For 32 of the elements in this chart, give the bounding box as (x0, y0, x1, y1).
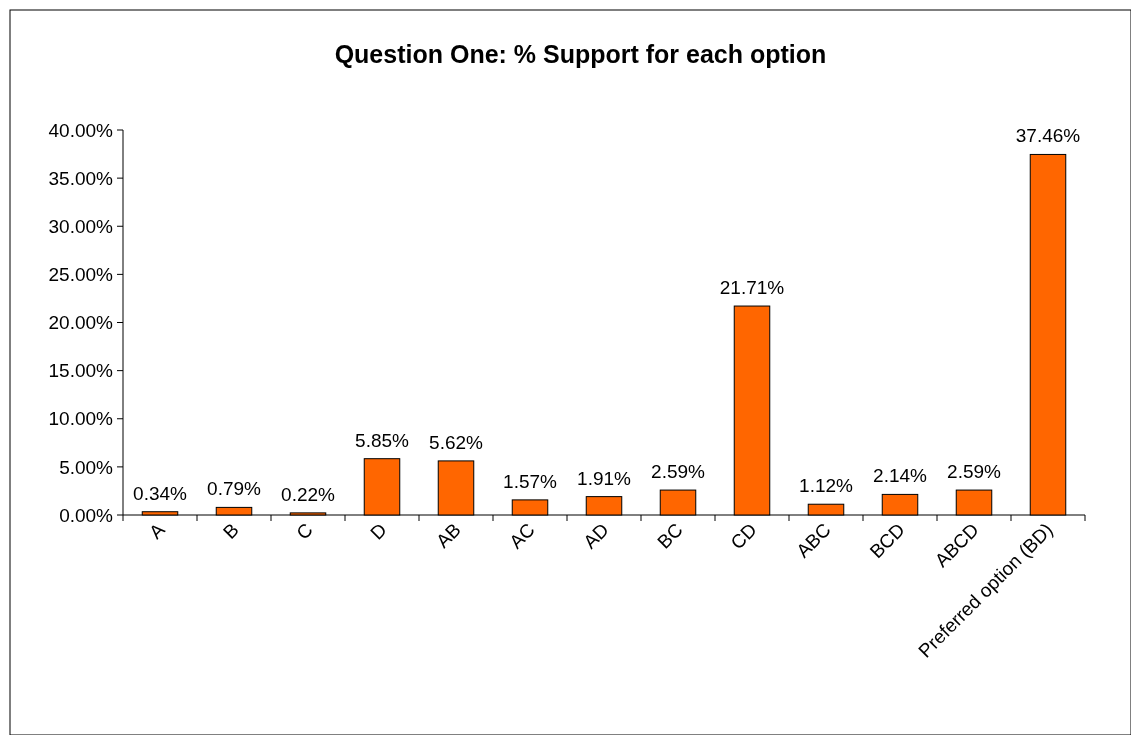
y-tick-label: 25.00% (48, 264, 114, 286)
y-tick-label: 30.00% (48, 215, 114, 237)
data-label: 1.57% (503, 470, 558, 492)
data-label: 21.71% (719, 277, 785, 299)
x-tick-label: AD (579, 518, 613, 553)
data-label: 5.62% (429, 431, 484, 453)
data-label: 0.22% (281, 483, 336, 505)
data-label: 2.14% (873, 465, 928, 487)
data-label: 5.85% (355, 429, 410, 451)
x-tick-label: B (219, 518, 243, 543)
chart-title: Question One: % Support for each option (334, 40, 827, 68)
x-tick-label: C (292, 518, 317, 544)
x-tick-label: BC (653, 518, 687, 553)
y-tick-label: 0.00% (59, 504, 114, 526)
data-label: 0.79% (207, 478, 262, 500)
y-tick-label: 20.00% (48, 312, 114, 334)
data-label: 2.59% (947, 461, 1002, 483)
data-label: 37.46% (1015, 125, 1081, 147)
y-tick-label: 5.00% (59, 456, 114, 478)
x-tick-label: AC (505, 518, 539, 553)
x-tick-label: A (145, 518, 170, 543)
y-tick-label: 35.00% (48, 167, 114, 189)
data-label: 1.91% (577, 467, 632, 489)
y-tick-label: 10.00% (48, 408, 114, 430)
x-tick-label: D (366, 518, 391, 544)
y-tick-label: 15.00% (48, 360, 114, 382)
data-label: 0.34% (133, 482, 188, 504)
x-tick-label: CD (726, 518, 761, 554)
data-label: 1.12% (799, 475, 854, 497)
y-tick-label: 40.00% (48, 119, 114, 141)
data-label: 2.59% (651, 461, 706, 483)
x-tick-label: AB (432, 518, 465, 552)
